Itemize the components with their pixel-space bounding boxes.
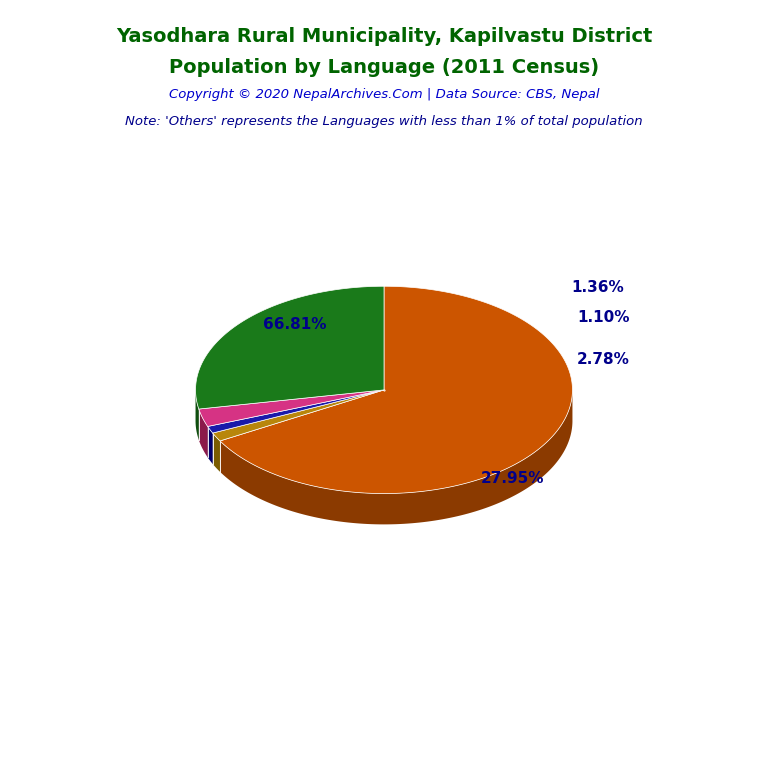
Polygon shape — [199, 390, 384, 426]
Text: Note: 'Others' represents the Languages with less than 1% of total population: Note: 'Others' represents the Languages … — [125, 115, 643, 128]
Polygon shape — [213, 433, 220, 472]
Polygon shape — [199, 409, 207, 457]
Text: 66.81%: 66.81% — [263, 317, 326, 333]
Text: 1.36%: 1.36% — [572, 280, 624, 295]
Text: Copyright © 2020 NepalArchives.Com | Data Source: CBS, Nepal: Copyright © 2020 NepalArchives.Com | Dat… — [169, 88, 599, 101]
Text: Yasodhara Rural Municipality, Kapilvastu District: Yasodhara Rural Municipality, Kapilvastu… — [116, 27, 652, 46]
Polygon shape — [207, 390, 384, 433]
Polygon shape — [220, 391, 572, 525]
Text: 2.78%: 2.78% — [577, 352, 630, 366]
Text: Population by Language (2011 Census): Population by Language (2011 Census) — [169, 58, 599, 77]
Polygon shape — [220, 286, 572, 494]
Text: 1.10%: 1.10% — [577, 310, 630, 326]
Text: 27.95%: 27.95% — [481, 472, 545, 486]
Polygon shape — [196, 286, 384, 409]
Polygon shape — [196, 390, 199, 440]
Polygon shape — [213, 390, 384, 441]
Polygon shape — [207, 426, 213, 464]
